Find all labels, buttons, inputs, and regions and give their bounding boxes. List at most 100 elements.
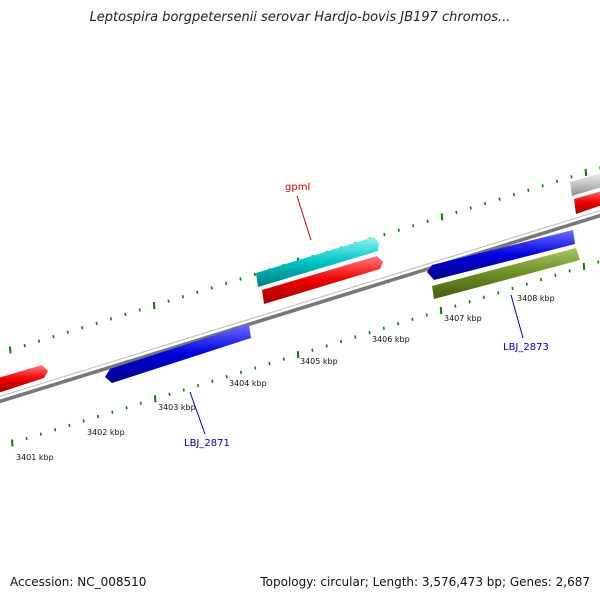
scale-tick bbox=[411, 317, 414, 322]
gene-feature-olive[interactable] bbox=[432, 248, 580, 299]
scale-tick bbox=[540, 278, 543, 282]
gene-feature-red-left[interactable] bbox=[0, 365, 48, 393]
scale-tick bbox=[153, 395, 157, 403]
scale-tick bbox=[541, 184, 544, 188]
gene-feature-gpmi[interactable] bbox=[256, 237, 379, 287]
scale-tick bbox=[397, 228, 400, 232]
scale-tick bbox=[339, 339, 343, 344]
scale-tick bbox=[197, 383, 200, 388]
scale-tick bbox=[568, 269, 571, 273]
scale-tick bbox=[111, 410, 114, 414]
scale-tick bbox=[454, 304, 457, 308]
scale-tick bbox=[11, 439, 14, 447]
scale-tick bbox=[138, 308, 141, 312]
gene-feature-gray[interactable] bbox=[570, 172, 600, 196]
scale-tick bbox=[484, 201, 487, 206]
scale-tick bbox=[181, 295, 184, 299]
scale-tick bbox=[439, 306, 443, 315]
scale-label: 3407 kbp bbox=[444, 314, 482, 323]
scale-label: 3401 kbp bbox=[16, 453, 54, 462]
scale-tick bbox=[426, 219, 429, 223]
backbone-strand bbox=[0, 210, 600, 397]
scale-label: 3403 kbp bbox=[158, 403, 196, 412]
scale-tick bbox=[584, 168, 588, 177]
scale-tick bbox=[210, 286, 213, 290]
scale-tick bbox=[455, 210, 458, 215]
scale-tick bbox=[125, 406, 128, 410]
scale-tick bbox=[23, 343, 26, 348]
gene-feature-lbj-2871[interactable] bbox=[105, 324, 251, 383]
scale-tick bbox=[9, 346, 12, 354]
scale-tick bbox=[469, 206, 472, 210]
gene-feature-red-right[interactable] bbox=[574, 190, 600, 214]
callout-line-lbj-2873 bbox=[510, 294, 524, 339]
scale-tick bbox=[512, 193, 515, 197]
scale-tick bbox=[425, 313, 428, 317]
scale-tick bbox=[497, 291, 500, 295]
accession-text: Accession: NC_008510 bbox=[10, 575, 147, 589]
scale-tick bbox=[211, 379, 214, 383]
scale-tick bbox=[253, 272, 256, 277]
scale-tick bbox=[39, 432, 42, 436]
scale-tick bbox=[139, 401, 142, 405]
scale-tick bbox=[554, 273, 557, 277]
scale-label: 3408 kbp bbox=[517, 294, 555, 303]
scale-tick bbox=[152, 302, 156, 310]
scale-tick bbox=[556, 179, 559, 183]
scale-tick bbox=[397, 322, 400, 326]
genome-summary-text: Topology: circular; Length: 3,576,473 bp… bbox=[260, 575, 590, 589]
scale-tick bbox=[383, 232, 386, 237]
gene-feature-lbj-2873[interactable] bbox=[427, 230, 575, 280]
scale-tick bbox=[68, 423, 71, 427]
scale-tick bbox=[225, 375, 228, 379]
scale-label: 3405 kbp bbox=[300, 357, 338, 366]
backbone-strand bbox=[0, 213, 600, 404]
scale-tick bbox=[239, 277, 242, 281]
scale-tick bbox=[168, 392, 171, 397]
scale-tick bbox=[96, 414, 100, 419]
gene-feature-red[interactable] bbox=[262, 256, 383, 304]
map-title: Leptospira borgpetersenii serovar Hardjo… bbox=[89, 10, 511, 25]
scale-tick bbox=[412, 224, 415, 228]
gene-label-lbj-2873: LBJ_2873 bbox=[503, 342, 549, 353]
scale-tick bbox=[527, 188, 530, 192]
scale-label: 3406 kbp bbox=[372, 335, 410, 344]
scale-tick bbox=[368, 331, 371, 335]
scale-tick bbox=[254, 366, 257, 370]
scale-tick bbox=[468, 300, 471, 304]
scale-tick bbox=[525, 282, 528, 286]
scale-tick bbox=[196, 290, 199, 294]
scale-tick bbox=[37, 339, 41, 343]
scale-tick bbox=[296, 351, 300, 359]
scale-tick bbox=[225, 281, 228, 286]
scale-tick bbox=[82, 419, 85, 423]
scale-tick bbox=[582, 262, 586, 270]
scale-tick bbox=[52, 335, 55, 339]
scale-tick bbox=[124, 312, 127, 317]
scale-label: 3404 kbp bbox=[229, 379, 267, 388]
scale-tick bbox=[570, 175, 573, 179]
scale-tick bbox=[66, 330, 69, 334]
scale-tick bbox=[239, 370, 242, 374]
scale-tick bbox=[354, 335, 357, 339]
scale-tick bbox=[167, 299, 170, 303]
scale-tick bbox=[325, 344, 328, 348]
scale-tick bbox=[511, 286, 514, 291]
scale-tick bbox=[597, 260, 600, 264]
gene-label-lbj-2871: LBJ_2871 bbox=[184, 438, 230, 449]
scale-tick bbox=[440, 213, 444, 221]
scale-tick bbox=[282, 357, 285, 361]
tick-row-lower bbox=[11, 260, 600, 447]
gene-label-gpmi: gpmI bbox=[285, 182, 310, 193]
scale-label: 3402 kbp bbox=[87, 428, 125, 437]
scale-tick bbox=[109, 317, 113, 321]
callout-line-gpmi bbox=[296, 195, 312, 241]
scale-tick bbox=[482, 295, 485, 299]
scale-tick bbox=[311, 348, 314, 352]
scale-tick bbox=[81, 326, 84, 330]
callout-line-lbj-2871 bbox=[189, 391, 206, 435]
scale-tick bbox=[25, 436, 28, 441]
scale-tick bbox=[498, 197, 501, 201]
scale-tick bbox=[182, 388, 185, 392]
